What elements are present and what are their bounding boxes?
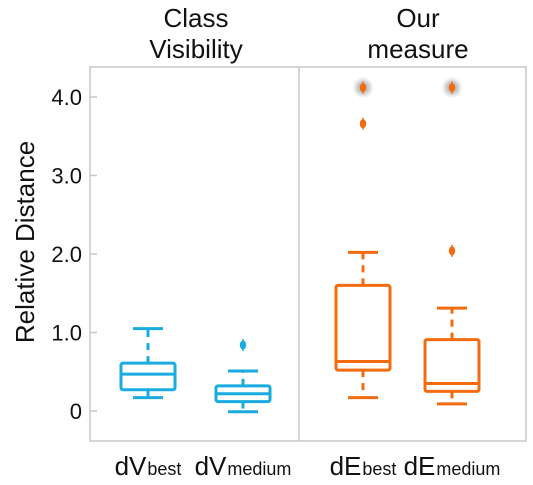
y-tick-label: 3.0 [51,164,82,189]
box-dV-medium [214,339,272,414]
panel-title-line: Visibility [149,34,242,64]
box-iqr [423,338,481,393]
x-label-sub: medium [227,459,291,479]
box-dE-medium [423,76,481,406]
x-label-main: dV [195,451,227,481]
panel-title-line: measure [367,34,468,64]
x-label-main: dV [115,451,147,481]
y-tick-label: 2.0 [51,242,82,267]
x-category-label: dEmedium [404,451,501,481]
box-dV-best [119,327,177,400]
y-tick-label: 4.0 [51,85,82,110]
x-label-main: dE [404,451,436,481]
box-iqr [119,361,177,392]
x-label-main: dE [330,451,362,481]
x-label-sub: medium [436,459,500,479]
x-category-label: dEbest [330,451,397,481]
panel-title-line: Our [396,3,440,33]
y-tick-label: 1.0 [51,321,82,346]
x-category-label: dVmedium [195,451,292,481]
box-dE-best [334,76,392,400]
x-label-sub: best [147,459,181,479]
y-axis-title: Relative Distance [10,141,40,343]
box-iqr [334,283,392,372]
x-category-label: dVbest [115,451,182,481]
y-tick-label: 0 [70,399,82,424]
panel-title-line: Class [163,3,228,33]
x-label-sub: best [362,459,396,479]
